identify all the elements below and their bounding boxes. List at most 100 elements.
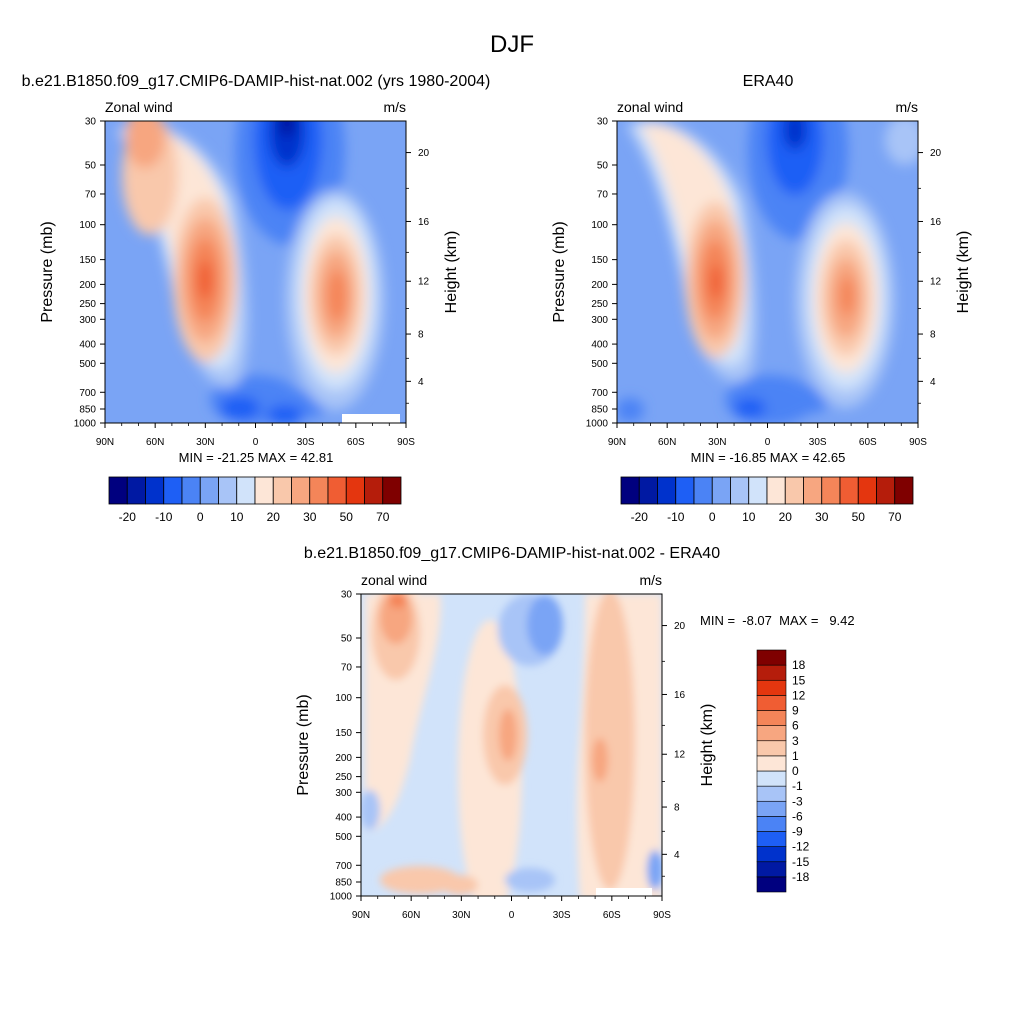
colorbar-label: -20 bbox=[119, 510, 137, 524]
panel-difference-ylabel: Pressure (mb) bbox=[295, 694, 312, 795]
panel-era40: ERA40 zonal wind m/s bbox=[551, 73, 972, 465]
colorbar-label: -18 bbox=[792, 870, 810, 884]
colorbar-label: 0 bbox=[792, 764, 799, 778]
colorbar-label: -10 bbox=[667, 510, 685, 524]
panel-model-ylabel-right: Height (km) bbox=[443, 231, 460, 314]
colorbar-swatch bbox=[857, 476, 877, 505]
y-tick-label: 30 bbox=[85, 117, 97, 128]
colorbar-label: -15 bbox=[792, 855, 810, 869]
colorbar-label: 3 bbox=[792, 734, 799, 748]
colorbar-swatch bbox=[345, 476, 365, 505]
y-tick-label: 700 bbox=[79, 388, 96, 399]
y-tick-label: 500 bbox=[591, 359, 608, 370]
colorbar-swatch bbox=[638, 476, 658, 505]
colorbar-swatch bbox=[756, 831, 787, 847]
colorbar-label: 50 bbox=[852, 510, 866, 524]
x-tick-label: 60N bbox=[658, 437, 676, 448]
colorbar-label: 9 bbox=[792, 704, 799, 718]
panel-era40-ylabel-right: Height (km) bbox=[955, 231, 972, 314]
colorbar-label: 10 bbox=[230, 510, 244, 524]
panel-era40-stats: MIN = -16.85 MAX = 42.65 bbox=[691, 450, 846, 465]
colorbar-label: 1 bbox=[792, 749, 799, 763]
panel-model-field-label: Zonal wind bbox=[105, 99, 173, 115]
y-tick-label: 70 bbox=[85, 189, 97, 200]
colorbar-swatch bbox=[711, 476, 731, 505]
colorbar-swatch bbox=[894, 476, 914, 505]
x-tick-label: 60S bbox=[859, 437, 877, 448]
colorbar-swatch bbox=[756, 876, 787, 893]
colorbar-swatch bbox=[756, 816, 787, 832]
colorbar-swatch bbox=[163, 476, 183, 505]
colorbar-label: 30 bbox=[815, 510, 829, 524]
y-right-tick-label: 12 bbox=[674, 750, 686, 761]
y-tick-label: 400 bbox=[335, 813, 352, 824]
y-tick-label: 100 bbox=[335, 693, 352, 704]
panel-model: b.e21.B1850.f09_g17.CMIP6-DAMIP-hist-nat… bbox=[22, 73, 491, 465]
colorbar-swatch bbox=[272, 476, 292, 505]
colorbar-label: 0 bbox=[197, 510, 204, 524]
colorbar-swatch bbox=[108, 476, 128, 505]
colorbar-label: 30 bbox=[303, 510, 317, 524]
y-right-tick-label: 20 bbox=[674, 621, 686, 632]
y-tick-label: 50 bbox=[341, 633, 353, 644]
y-tick-label: 150 bbox=[591, 255, 608, 266]
y-tick-label: 300 bbox=[591, 315, 608, 326]
colorbar-swatch bbox=[756, 800, 787, 817]
y-tick-label: 30 bbox=[597, 117, 609, 128]
colorbar-label: -3 bbox=[792, 794, 803, 808]
colorbar-swatch bbox=[126, 476, 146, 505]
x-tick-label: 90S bbox=[653, 910, 671, 921]
panel-era40-title: ERA40 bbox=[743, 73, 794, 90]
y-right-tick-label: 8 bbox=[674, 803, 680, 814]
colorbar-swatch bbox=[756, 679, 787, 696]
x-tick-label: 60S bbox=[603, 910, 621, 921]
panel-model-contour-field bbox=[105, 121, 406, 423]
colorbar-swatch bbox=[364, 476, 384, 505]
x-tick-label: 30N bbox=[708, 437, 726, 448]
colorbar-label: -10 bbox=[155, 510, 173, 524]
y-tick-label: 500 bbox=[79, 359, 96, 370]
x-tick-label: 30N bbox=[452, 910, 470, 921]
x-tick-label: 90N bbox=[352, 910, 370, 921]
colorbar-swatch bbox=[327, 476, 347, 505]
colorbar-swatch bbox=[181, 476, 201, 505]
y-right-tick-label: 12 bbox=[418, 277, 430, 288]
y-tick-label: 150 bbox=[335, 728, 352, 739]
y-right-tick-label: 4 bbox=[674, 850, 680, 861]
y-tick-label: 300 bbox=[335, 788, 352, 799]
colorbar-label: 18 bbox=[792, 658, 806, 672]
colorbar-swatch bbox=[756, 846, 787, 863]
x-tick-label: 0 bbox=[765, 437, 771, 448]
panel-difference-field-label: zonal wind bbox=[361, 572, 427, 588]
y-right-tick-label: 20 bbox=[930, 148, 942, 159]
x-tick-label: 90S bbox=[909, 437, 927, 448]
panel-difference: b.e21.B1850.f09_g17.CMIP6-DAMIP-hist-nat… bbox=[295, 545, 855, 897]
y-tick-label: 70 bbox=[341, 662, 353, 673]
y-tick-label: 700 bbox=[591, 388, 608, 399]
x-tick-label: 30S bbox=[809, 437, 827, 448]
colorbar-label: 15 bbox=[792, 673, 806, 687]
x-tick-label: 90S bbox=[397, 437, 415, 448]
y-tick-label: 1000 bbox=[586, 419, 609, 430]
x-tick-label: 90N bbox=[96, 437, 114, 448]
colorbar-swatch bbox=[756, 740, 787, 757]
colorbar-label: 10 bbox=[742, 510, 756, 524]
y-tick-label: 300 bbox=[79, 315, 96, 326]
y-tick-label: 100 bbox=[591, 220, 608, 231]
colorbar-swatch bbox=[382, 476, 402, 505]
colorbar-swatch bbox=[675, 476, 695, 505]
colorbar-swatch bbox=[657, 476, 677, 505]
x-tick-label: 30N bbox=[196, 437, 214, 448]
colorbar-swatch bbox=[756, 725, 787, 742]
colorbar-label: 20 bbox=[779, 510, 793, 524]
y-right-tick-label: 16 bbox=[930, 217, 942, 228]
y-tick-label: 700 bbox=[335, 861, 352, 872]
colorbar-label: -6 bbox=[792, 809, 803, 823]
colorbar-swatch bbox=[620, 476, 640, 505]
y-tick-label: 200 bbox=[591, 280, 608, 291]
panel-difference-stats: MIN = -8.07 MAX = 9.42 bbox=[700, 613, 855, 628]
colorbar-label: 0 bbox=[709, 510, 716, 524]
panel-difference-title: b.e21.B1850.f09_g17.CMIP6-DAMIP-hist-nat… bbox=[304, 545, 720, 562]
panel-model-ylabel: Pressure (mb) bbox=[39, 221, 56, 322]
colorbar-swatch bbox=[291, 476, 311, 505]
